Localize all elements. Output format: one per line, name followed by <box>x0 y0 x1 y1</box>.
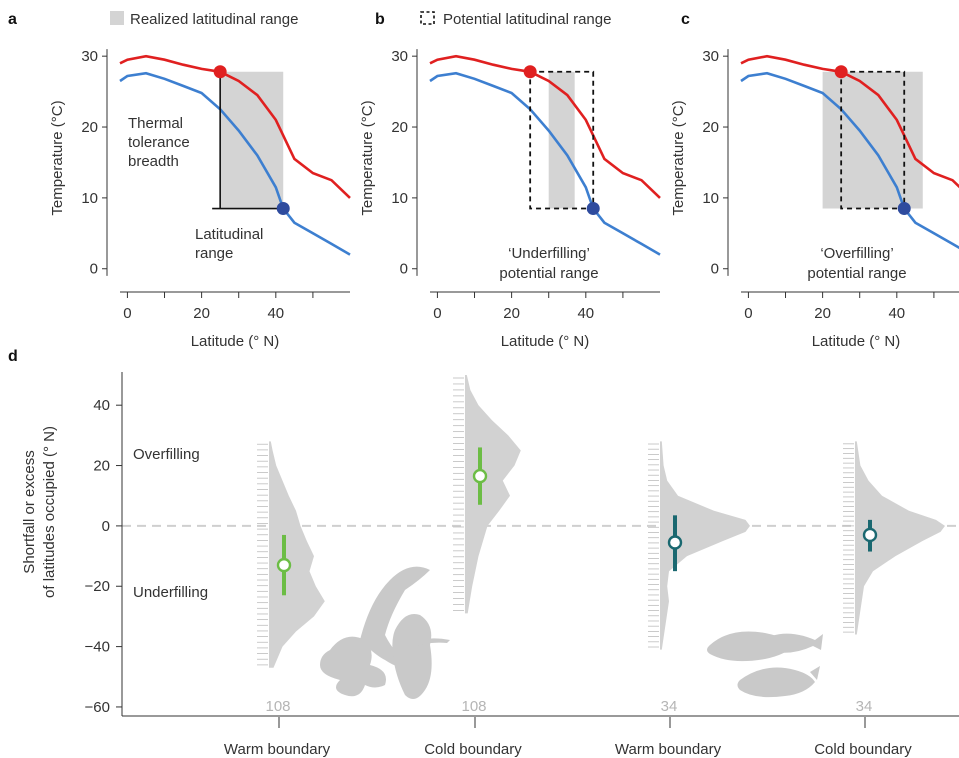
y-tick-label-a: 0 <box>90 261 98 278</box>
y-tick-label-b: 20 <box>391 119 408 136</box>
y-tick-label-b: 30 <box>391 48 408 65</box>
cool-temperature-line-a <box>119 71 351 256</box>
x-tick-label-a: 0 <box>123 305 131 322</box>
x-tick-label-b: 40 <box>577 305 594 322</box>
category-label-2: Cold boundary <box>424 741 522 758</box>
x-tick-label-a: 20 <box>193 305 210 322</box>
sample-size-label-1: 108 <box>265 698 290 715</box>
x-tick-label-a: 40 <box>267 305 284 322</box>
y-axis-label-a: Temperature (°C) <box>49 100 66 215</box>
herp-silhouette-icon <box>320 566 450 699</box>
underfilling-region-label: Underfilling <box>133 584 208 601</box>
overfilling-region-label: Overfilling <box>133 446 200 463</box>
cool-temperature-line-c <box>740 71 959 250</box>
y-tick-label-d: −60 <box>85 699 110 716</box>
category-label-1: Warm boundary <box>224 741 331 758</box>
mean-marker-3 <box>667 535 683 550</box>
x-axis-label-c: Latitude (° N) <box>812 333 901 350</box>
realized-range-b <box>548 71 575 209</box>
panel-d-ylabel-line2: of latitudes occupied (° N) <box>41 426 58 598</box>
x-axis-label-b: Latitude (° N) <box>501 333 590 350</box>
thermal-label: Thermal <box>128 115 183 132</box>
overfilling-label: ‘Overfilling’ <box>820 245 893 262</box>
panel-b: 0 10 20 30 0 20 40 Latitude (° N) Temperature (°… <box>359 48 661 350</box>
y-tick-label-c: 20 <box>702 119 719 136</box>
range-label: range <box>195 245 233 262</box>
y-axis-label-b: Temperature (°C) <box>359 100 376 215</box>
panel-c: 0 10 20 30 0 20 40 Latitude (° N) Temperature (°… <box>670 48 959 350</box>
y-tick-label-c: 0 <box>711 261 719 278</box>
cold-limit-point-b <box>586 202 600 216</box>
violin-density-1 <box>269 441 325 668</box>
panel-a: 0 10 20 30 0 20 40 Latitude (° N) Temperature (°… <box>49 48 351 350</box>
sample-size-label-3: 34 <box>661 698 678 715</box>
x-tick-label-c: 0 <box>744 305 752 322</box>
panel-d-ylabel-line1: Shortfall or excess <box>21 450 38 573</box>
tolerance-label: tolerance <box>128 134 190 151</box>
realized-legend-label: Realized latitudinal range <box>130 11 298 28</box>
latitudinal-label: Latitudinal <box>195 226 263 243</box>
overfilling-sub-label: potential range <box>807 265 906 282</box>
warm-temperature-line-b <box>429 54 661 199</box>
mean-marker-1 <box>276 557 292 573</box>
x-tick-label-c: 40 <box>888 305 905 322</box>
breadth-label: breadth <box>128 153 179 170</box>
cold-limit-point-a <box>276 202 290 216</box>
mean-marker-2 <box>472 468 488 484</box>
warm-limit-point-a <box>213 65 227 79</box>
sample-size-label-2: 108 <box>461 698 486 715</box>
warm-temperature-line-c <box>740 54 959 189</box>
cool-temperature-line-b <box>429 71 661 256</box>
realized-legend-swatch <box>110 11 124 25</box>
x-tick-label-b: 20 <box>503 305 520 322</box>
x-tick-label-b: 0 <box>433 305 441 322</box>
realized-range-a <box>220 71 284 209</box>
y-tick-label-d: 40 <box>93 397 110 414</box>
y-tick-label-d: −40 <box>85 639 110 656</box>
fish-silhouette-icon <box>707 631 823 698</box>
sample-size-label-4: 34 <box>856 698 873 715</box>
y-tick-label-d: 20 <box>93 458 110 475</box>
category-label-3: Warm boundary <box>615 741 722 758</box>
y-tick-label-a: 10 <box>81 190 98 207</box>
underfilling-sub-label: potential range <box>499 265 598 282</box>
category-label-4: Cold boundary <box>814 741 912 758</box>
warm-limit-point-b <box>523 65 537 79</box>
panel-letter-c: c <box>681 11 690 28</box>
y-tick-label-d: −20 <box>85 578 110 595</box>
panel-letter-a: a <box>8 11 17 28</box>
x-tick-label-c: 20 <box>814 305 831 322</box>
panel-d: 108 Warm boundary 108 Cold boundary 34 Warm b… <box>85 372 959 758</box>
x-axis-label-a: Latitude (° N) <box>191 333 280 350</box>
violin-density-2 <box>465 375 521 614</box>
cold-limit-point-c <box>897 202 911 216</box>
violin-density-3 <box>660 441 750 650</box>
potential-legend-swatch <box>420 11 435 25</box>
warm-limit-point-c <box>834 65 848 79</box>
y-tick-label-a: 20 <box>81 119 98 136</box>
y-axis-label-c: Temperature (°C) <box>670 100 687 215</box>
mean-marker-4 <box>862 527 878 543</box>
y-tick-label-b: 10 <box>391 190 408 207</box>
y-tick-label-a: 30 <box>81 48 98 65</box>
underfilling-label: ‘Underfilling’ <box>508 245 590 262</box>
panel-letter-d: d <box>8 348 18 365</box>
potential-range-c <box>840 70 906 210</box>
y-tick-label-d: 0 <box>102 518 110 535</box>
violin-density-4 <box>855 441 945 635</box>
panel-letter-b: b <box>375 11 385 28</box>
warm-temperature-line-a <box>119 54 351 199</box>
y-tick-label-b: 0 <box>400 261 408 278</box>
y-tick-label-c: 30 <box>702 48 719 65</box>
potential-range-b <box>529 70 595 210</box>
potential-legend-label: Potential latitudinal range <box>443 11 611 28</box>
y-tick-label-c: 10 <box>702 190 719 207</box>
